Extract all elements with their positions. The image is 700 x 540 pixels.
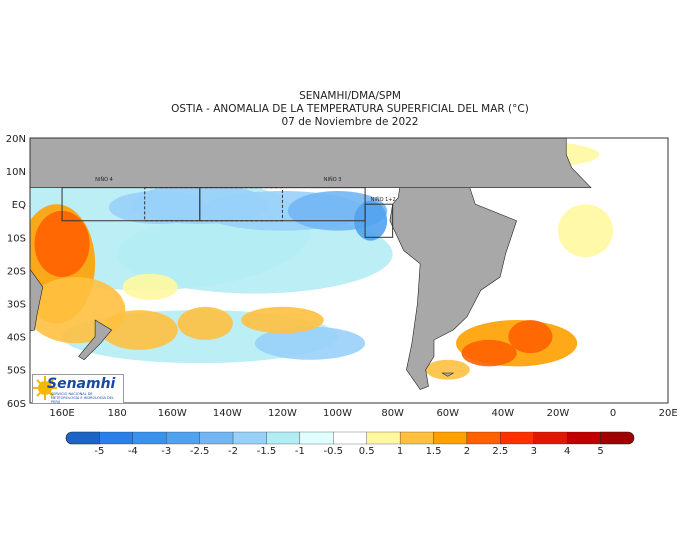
colorbar-label: 1.5 [425,446,442,457]
colorbar-label: -3 [161,446,172,457]
colorbar-label: 1 [396,446,404,457]
anomaly-patch [108,190,209,225]
colorbar-segment [600,431,635,445]
date-label: 07 de Noviembre de 2022 [281,116,419,128]
nino-region-label: NIÑO 4 [95,176,113,183]
latitude-label: 10N [6,167,26,178]
colorbar-label: 3 [530,446,537,457]
longitude-label: 100W [323,408,352,419]
colorbar-segment [567,431,601,445]
latitude-label: EQ [12,200,26,211]
anomaly-patch [177,306,233,340]
longitude-label: 0 [610,408,616,419]
logo-name: Senamhi [47,376,116,392]
falklands [441,372,455,377]
colorbar-label: -0.5 [323,446,344,457]
nino-34-box [144,187,283,222]
nino-regions: NIÑO 4 NIÑO 3 NIÑO 1+2 [61,176,396,238]
senamhi-logo: Senamhi SERVICIO NACIONAL DE METEOROLOGÍ… [32,374,124,404]
colorbar-label: 2.5 [492,446,509,457]
latitude-label: 10S [7,233,26,244]
colorbar-segment [333,431,367,445]
anomaly-patch [34,210,90,278]
africa [30,138,592,188]
anomaly-patch [241,306,324,334]
colorbar-label: -5 [94,446,105,457]
colorbar-segment [433,431,468,445]
latitude-label: 60S [7,399,26,410]
colorbar [65,431,635,445]
latitude-label: 20S [7,266,26,277]
anomaly-patch [425,359,470,380]
sun-icon [33,376,57,400]
colorbar-label: 2 [463,446,471,457]
colorbar-segment [166,431,200,445]
longitude-label: 20W [547,408,570,419]
colorbar-segment [399,431,434,445]
latitude-label: 30S [7,300,26,311]
longitude-label: 80W [381,408,404,419]
longitude-label: 20E [659,408,678,419]
colorbar-segment [65,431,100,445]
anomaly-patch [122,273,178,301]
agency-label: SENAMHI/DMA/SPM [299,90,401,102]
colorbar-label: -1.5 [256,446,277,457]
nino-region-label: NIÑO 3 [324,176,342,183]
anomaly-patch [117,214,393,294]
anomaly-patch [254,326,366,360]
colorbar-segment [266,431,301,445]
map-title: OSTIA - ANOMALIA DE LA TEMPERATURA SUPER… [171,103,529,115]
colorbar-label: -2.5 [189,446,210,457]
colorbar-segment [132,431,167,445]
colorbar-label: 5 [597,446,604,457]
colorbar-segment [299,431,334,445]
longitude-label: 180 [108,408,127,419]
nino-12-box [364,203,394,238]
colorbar-segment [466,431,501,445]
new-zealand [78,319,113,361]
colorbar-label: -1 [294,446,305,457]
nino-region-label: NIÑO 1+2 [371,196,396,203]
logo-subtitle: SERVICIO NACIONAL DE METEOROLOGÍA E HIDR… [51,392,114,404]
land-masses [30,138,592,390]
australia [30,268,44,332]
anomaly-patch [557,204,614,258]
colorbar-label: -4 [127,446,138,457]
anomaly-patch [354,200,388,241]
colorbar-segment [232,431,267,445]
colorbar-segment [366,431,401,445]
longitude-label: 160W [158,408,187,419]
latitude-label: 20N [6,134,26,145]
colorbar-segment [99,431,133,445]
latitude-label: 40S [7,333,26,344]
anomaly-patch [461,339,517,367]
anomaly-patch [508,320,553,354]
colorbar-label: -2 [228,446,239,457]
longitude-label: 140W [213,408,242,419]
colorbar-label: 4 [563,446,571,457]
longitude-label: 160E [49,408,74,419]
colorbar-label: 0.5 [358,446,375,457]
colorbar-segment [199,431,234,445]
map-frame [29,137,669,404]
colorbar-segment [500,431,534,445]
longitude-label: 60W [436,408,459,419]
colorbar-segment [533,431,568,445]
longitude-label: 120W [268,408,297,419]
latitude-label: 50S [7,366,26,377]
longitude-label: 40W [492,408,515,419]
anomaly-patch [100,310,178,350]
